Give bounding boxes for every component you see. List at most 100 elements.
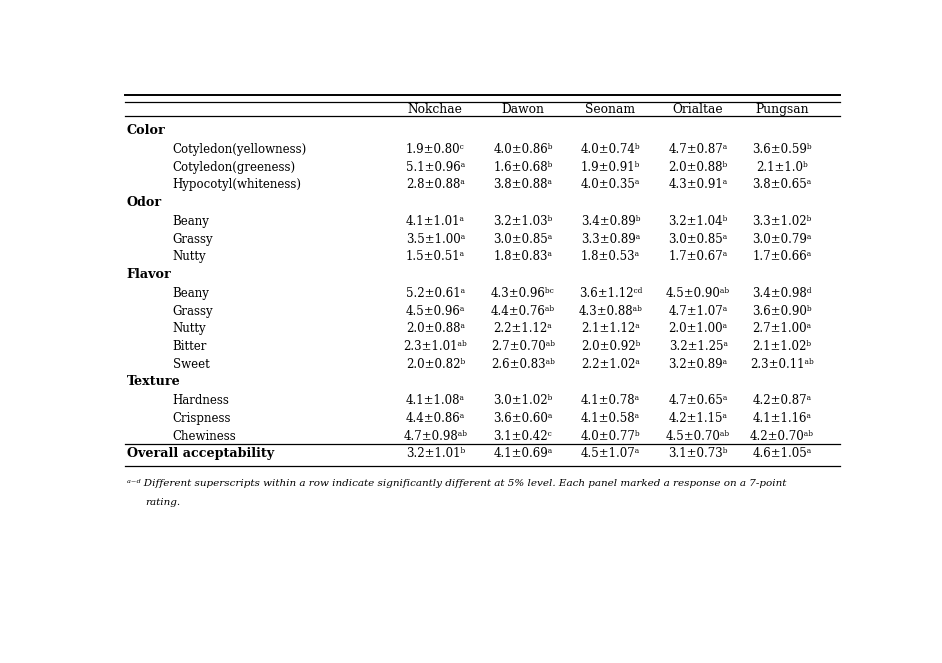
Text: 4.0±0.77ᵇ: 4.0±0.77ᵇ <box>580 430 641 443</box>
Text: 3.3±0.89ᵃ: 3.3±0.89ᵃ <box>581 233 641 246</box>
Text: 4.5±1.07ᵃ: 4.5±1.07ᵃ <box>581 448 641 460</box>
Text: 4.7±0.87ᵃ: 4.7±0.87ᵃ <box>669 143 728 156</box>
Text: 1.7±0.67ᵃ: 1.7±0.67ᵃ <box>669 251 728 263</box>
Text: Beany: Beany <box>172 287 209 300</box>
Text: 2.0±1.00ᵃ: 2.0±1.00ᵃ <box>669 322 728 335</box>
Text: 3.1±0.42ᶜ: 3.1±0.42ᶜ <box>494 430 552 443</box>
Text: Cotyledon(greeness): Cotyledon(greeness) <box>172 161 296 174</box>
Text: Grassy: Grassy <box>172 305 213 318</box>
Text: Hypocotyl(whiteness): Hypocotyl(whiteness) <box>172 178 301 192</box>
Text: 3.6±0.59ᵇ: 3.6±0.59ᵇ <box>753 143 812 156</box>
Text: Seonam: Seonam <box>586 103 636 115</box>
Text: 1.7±0.66ᵃ: 1.7±0.66ᵃ <box>753 251 812 263</box>
Text: Nokchae: Nokchae <box>408 103 463 115</box>
Text: 4.3±0.91ᵃ: 4.3±0.91ᵃ <box>669 178 728 192</box>
Text: 2.0±0.82ᵇ: 2.0±0.82ᵇ <box>406 357 465 371</box>
Text: 2.0±0.88ᵃ: 2.0±0.88ᵃ <box>406 322 464 335</box>
Text: 4.1±1.08ᵃ: 4.1±1.08ᵃ <box>406 394 464 408</box>
Text: 3.2±1.04ᵇ: 3.2±1.04ᵇ <box>669 215 728 228</box>
Text: 3.4±0.98ᵈ: 3.4±0.98ᵈ <box>753 287 812 300</box>
Text: Hardness: Hardness <box>172 394 230 408</box>
Text: 4.3±0.88ᵃᵇ: 4.3±0.88ᵃᵇ <box>578 305 642 318</box>
Text: 3.6±0.60ᵃ: 3.6±0.60ᵃ <box>494 412 553 425</box>
Text: 3.8±0.65ᵃ: 3.8±0.65ᵃ <box>753 178 812 192</box>
Text: 3.2±0.89ᵃ: 3.2±0.89ᵃ <box>669 357 728 371</box>
Text: Chewiness: Chewiness <box>172 430 236 443</box>
Text: 4.1±1.16ᵃ: 4.1±1.16ᵃ <box>753 412 812 425</box>
Text: Crispness: Crispness <box>172 412 231 425</box>
Text: 1.5±0.51ᵃ: 1.5±0.51ᵃ <box>406 251 465 263</box>
Text: 3.2±1.03ᵇ: 3.2±1.03ᵇ <box>494 215 553 228</box>
Text: 3.6±0.90ᵇ: 3.6±0.90ᵇ <box>753 305 812 318</box>
Text: 4.7±0.65ᵃ: 4.7±0.65ᵃ <box>669 394 728 408</box>
Text: Grassy: Grassy <box>172 233 213 246</box>
Text: 4.0±0.74ᵇ: 4.0±0.74ᵇ <box>580 143 641 156</box>
Text: 2.8±0.88ᵃ: 2.8±0.88ᵃ <box>406 178 464 192</box>
Text: 2.6±0.83ᵃᵇ: 2.6±0.83ᵃᵇ <box>491 357 555 371</box>
Text: 2.1±1.12ᵃ: 2.1±1.12ᵃ <box>581 322 640 335</box>
Text: 1.8±0.83ᵃ: 1.8±0.83ᵃ <box>494 251 552 263</box>
Text: 2.7±0.70ᵃᵇ: 2.7±0.70ᵃᵇ <box>491 340 555 353</box>
Text: 3.0±0.85ᵃ: 3.0±0.85ᵃ <box>669 233 728 246</box>
Text: Bitter: Bitter <box>172 340 207 353</box>
Text: 1.9±0.80ᶜ: 1.9±0.80ᶜ <box>406 143 464 156</box>
Text: 3.6±1.12ᶜᵈ: 3.6±1.12ᶜᵈ <box>578 287 642 300</box>
Text: 4.1±0.69ᵃ: 4.1±0.69ᵃ <box>494 448 553 460</box>
Text: 3.1±0.73ᵇ: 3.1±0.73ᵇ <box>669 448 728 460</box>
Text: 2.0±0.88ᵇ: 2.0±0.88ᵇ <box>669 161 728 174</box>
Text: Beany: Beany <box>172 215 209 228</box>
Text: Sweet: Sweet <box>172 357 209 371</box>
Text: 4.7±0.98ᵃᵇ: 4.7±0.98ᵃᵇ <box>403 430 467 443</box>
Text: 3.2±1.25ᵃ: 3.2±1.25ᵃ <box>669 340 727 353</box>
Text: 4.1±1.01ᵃ: 4.1±1.01ᵃ <box>406 215 464 228</box>
Text: 4.5±0.90ᵃᵇ: 4.5±0.90ᵃᵇ <box>666 287 730 300</box>
Text: 4.0±0.86ᵇ: 4.0±0.86ᵇ <box>494 143 553 156</box>
Text: Odor: Odor <box>126 196 162 209</box>
Text: 4.2±0.87ᵃ: 4.2±0.87ᵃ <box>753 394 812 408</box>
Text: 4.4±0.76ᵃᵇ: 4.4±0.76ᵃᵇ <box>491 305 555 318</box>
Text: ᵃ⁻ᵈ Different superscripts within a row indicate significantly different at 5% l: ᵃ⁻ᵈ Different superscripts within a row … <box>126 479 786 488</box>
Text: Nutty: Nutty <box>172 322 206 335</box>
Text: 3.2±1.01ᵇ: 3.2±1.01ᵇ <box>406 448 465 460</box>
Text: Pungsan: Pungsan <box>755 103 809 115</box>
Text: 3.5±1.00ᵃ: 3.5±1.00ᵃ <box>406 233 465 246</box>
Text: 2.2±1.12ᵃ: 2.2±1.12ᵃ <box>494 322 552 335</box>
Text: Dawon: Dawon <box>501 103 544 115</box>
Text: 2.7±1.00ᵃ: 2.7±1.00ᵃ <box>753 322 812 335</box>
Text: 2.2±1.02ᵃ: 2.2±1.02ᵃ <box>581 357 640 371</box>
Text: 4.4±0.86ᵃ: 4.4±0.86ᵃ <box>406 412 465 425</box>
Text: rating.: rating. <box>145 499 181 507</box>
Text: 4.2±0.70ᵃᵇ: 4.2±0.70ᵃᵇ <box>750 430 814 443</box>
Text: 4.1±0.78ᵃ: 4.1±0.78ᵃ <box>581 394 641 408</box>
Text: 1.9±0.91ᵇ: 1.9±0.91ᵇ <box>581 161 641 174</box>
Text: 3.4±0.89ᵇ: 3.4±0.89ᵇ <box>581 215 641 228</box>
Text: 5.1±0.96ᵃ: 5.1±0.96ᵃ <box>406 161 465 174</box>
Text: Flavor: Flavor <box>126 268 171 281</box>
Text: 1.8±0.53ᵃ: 1.8±0.53ᵃ <box>581 251 641 263</box>
Text: 2.0±0.92ᵇ: 2.0±0.92ᵇ <box>581 340 641 353</box>
Text: 2.3±1.01ᵃᵇ: 2.3±1.01ᵃᵇ <box>403 340 467 353</box>
Text: 4.5±0.96ᵃ: 4.5±0.96ᵃ <box>406 305 465 318</box>
Text: 4.6±1.05ᵃ: 4.6±1.05ᵃ <box>753 448 812 460</box>
Text: 4.5±0.70ᵃᵇ: 4.5±0.70ᵃᵇ <box>666 430 730 443</box>
Text: 3.8±0.88ᵃ: 3.8±0.88ᵃ <box>494 178 552 192</box>
Text: 5.2±0.61ᵃ: 5.2±0.61ᵃ <box>406 287 465 300</box>
Text: Orialtae: Orialtae <box>673 103 723 115</box>
Text: Nutty: Nutty <box>172 251 206 263</box>
Text: 4.2±1.15ᵃ: 4.2±1.15ᵃ <box>669 412 727 425</box>
Text: Overall acceptability: Overall acceptability <box>126 448 273 460</box>
Text: 4.7±1.07ᵃ: 4.7±1.07ᵃ <box>669 305 728 318</box>
Text: Cotyledon(yellowness): Cotyledon(yellowness) <box>172 143 307 156</box>
Text: 3.0±0.85ᵃ: 3.0±0.85ᵃ <box>494 233 553 246</box>
Text: 2.1±1.02ᵇ: 2.1±1.02ᵇ <box>753 340 812 353</box>
Text: Color: Color <box>126 124 165 137</box>
Text: 1.6±0.68ᵇ: 1.6±0.68ᵇ <box>494 161 553 174</box>
Text: 4.3±0.96ᵇᶜ: 4.3±0.96ᵇᶜ <box>491 287 555 300</box>
Text: 4.1±0.58ᵃ: 4.1±0.58ᵃ <box>581 412 641 425</box>
Text: 4.0±0.35ᵃ: 4.0±0.35ᵃ <box>581 178 641 192</box>
Text: 3.3±1.02ᵇ: 3.3±1.02ᵇ <box>753 215 812 228</box>
Text: 3.0±1.02ᵇ: 3.0±1.02ᵇ <box>494 394 553 408</box>
Text: 2.3±0.11ᵃᵇ: 2.3±0.11ᵃᵇ <box>750 357 814 371</box>
Text: Texture: Texture <box>126 375 180 389</box>
Text: 3.0±0.79ᵃ: 3.0±0.79ᵃ <box>753 233 812 246</box>
